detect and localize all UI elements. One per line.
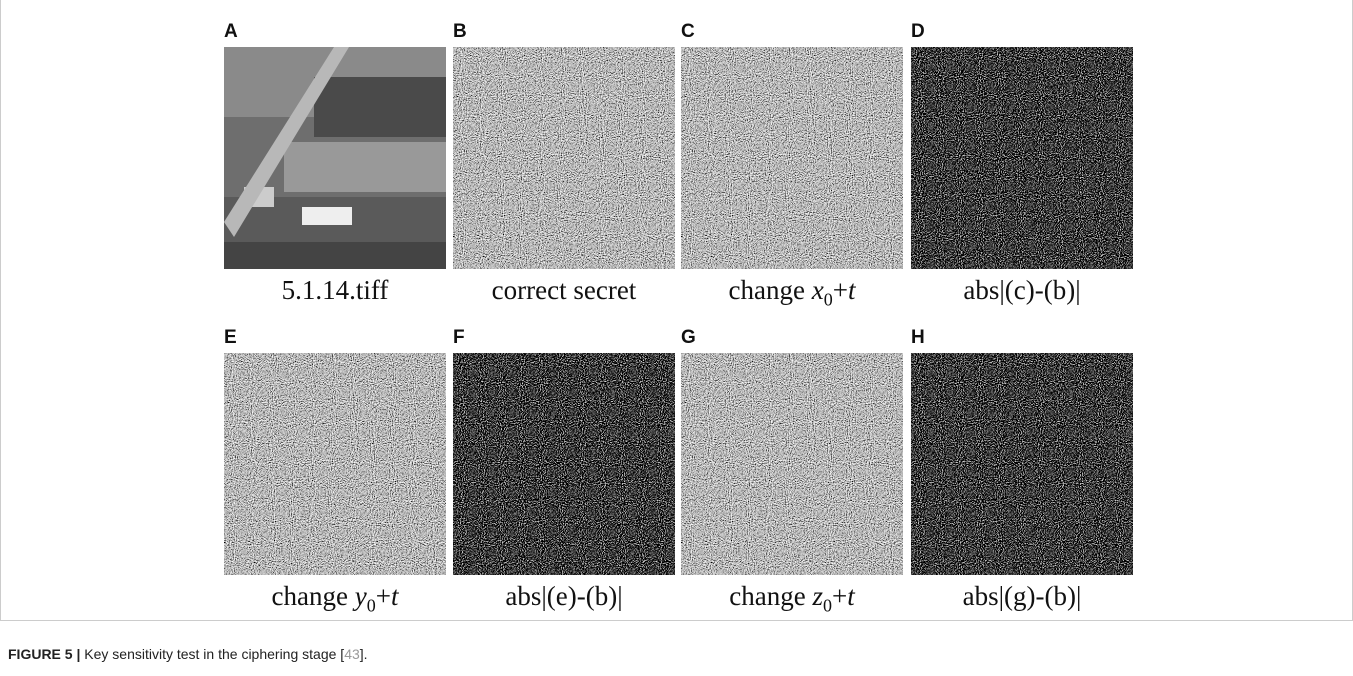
caption-t: t [847, 581, 855, 611]
caption-operator: + [831, 581, 848, 611]
panel-image [681, 353, 903, 575]
image-shape [911, 353, 1133, 575]
panel-letter: B [453, 21, 467, 42]
caption-variable: z [812, 581, 823, 611]
panel-caption: change z0+t [672, 581, 912, 616]
panel-image [453, 353, 675, 575]
caption-end: ]. [359, 646, 368, 662]
panel-letter: D [911, 21, 925, 42]
image-shape [302, 207, 352, 225]
image-shape [224, 353, 446, 575]
image-shape [911, 47, 1133, 269]
caption-text: correct secret [491, 275, 637, 305]
caption-prefix: change [729, 581, 813, 611]
caption-text: abs|(c)-(b)| [963, 275, 1081, 305]
panel-caption: correct secret [444, 275, 684, 306]
image-shape [681, 47, 903, 269]
panel-letter: G [681, 327, 696, 348]
panel-caption: change x0+t [672, 275, 912, 310]
panel-image [681, 47, 903, 269]
caption-subscript: 0 [822, 595, 832, 616]
caption-t: t [847, 275, 856, 305]
reference: 43 [344, 646, 360, 662]
figure-frame [0, 0, 1353, 621]
image-shape [453, 353, 675, 575]
image-shape [681, 353, 903, 575]
panel-caption: change y0+t [215, 581, 455, 616]
panel-image [453, 47, 675, 269]
caption-text: 5.1.14.tiff [281, 275, 389, 305]
panel-caption: abs|(e)-(b)| [444, 581, 684, 612]
figure-label: FIGURE 5 | [8, 646, 81, 662]
panel-image [911, 353, 1133, 575]
caption-operator: + [832, 275, 848, 305]
image-shape [453, 47, 675, 269]
panel-letter: H [911, 327, 925, 348]
caption-variable: y [354, 581, 367, 611]
panel-caption: abs|(g)-(b)| [902, 581, 1142, 612]
panel-letter: E [224, 327, 237, 348]
panel-image [224, 47, 446, 269]
panel-caption: abs|(c)-(b)| [902, 275, 1142, 306]
caption-text: abs|(g)-(b)| [962, 581, 1082, 611]
caption-prefix: change [271, 581, 355, 611]
image-shape [224, 242, 446, 269]
panel-letter: A [224, 21, 238, 42]
caption-t: t [390, 581, 399, 611]
caption-text: abs|(e)-(b)| [505, 581, 623, 611]
panel-letter: C [681, 21, 695, 42]
caption-prefix: change [728, 275, 812, 305]
caption-subscript: 0 [823, 289, 833, 310]
figure-caption: FIGURE 5 | Key sensitivity test in the c… [8, 646, 368, 662]
panel-image [911, 47, 1133, 269]
image-shape [284, 142, 446, 192]
caption-operator: + [375, 581, 391, 611]
road [224, 47, 349, 237]
panel-letter: F [453, 327, 465, 348]
image-shape [314, 77, 446, 137]
caption-subscript: 0 [366, 595, 376, 616]
panel-image [224, 353, 446, 575]
panel-caption: 5.1.14.tiff [215, 275, 455, 306]
caption-text: Key sensitivity test in the ciphering st… [80, 646, 345, 662]
caption-variable: x [811, 275, 824, 305]
